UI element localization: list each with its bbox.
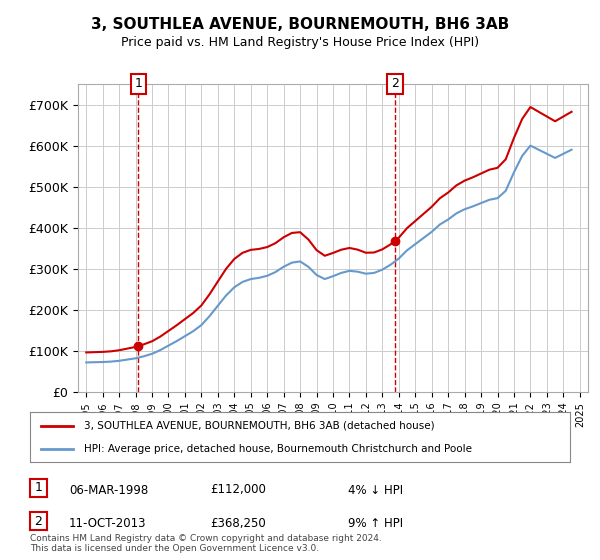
Text: 2: 2	[34, 515, 43, 528]
Text: 2: 2	[391, 77, 399, 91]
Text: £368,250: £368,250	[210, 517, 266, 530]
Text: 1: 1	[134, 77, 142, 91]
Text: Contains HM Land Registry data © Crown copyright and database right 2024.
This d: Contains HM Land Registry data © Crown c…	[30, 534, 382, 553]
Text: 9% ↑ HPI: 9% ↑ HPI	[348, 517, 403, 530]
Text: 1: 1	[34, 481, 43, 494]
Text: 06-MAR-1998: 06-MAR-1998	[69, 483, 148, 497]
Text: 3, SOUTHLEA AVENUE, BOURNEMOUTH, BH6 3AB: 3, SOUTHLEA AVENUE, BOURNEMOUTH, BH6 3AB	[91, 17, 509, 32]
Text: 4% ↓ HPI: 4% ↓ HPI	[348, 483, 403, 497]
Text: 3, SOUTHLEA AVENUE, BOURNEMOUTH, BH6 3AB (detached house): 3, SOUTHLEA AVENUE, BOURNEMOUTH, BH6 3AB…	[84, 421, 434, 431]
Text: HPI: Average price, detached house, Bournemouth Christchurch and Poole: HPI: Average price, detached house, Bour…	[84, 445, 472, 454]
Text: 11-OCT-2013: 11-OCT-2013	[69, 517, 146, 530]
Text: Price paid vs. HM Land Registry's House Price Index (HPI): Price paid vs. HM Land Registry's House …	[121, 36, 479, 49]
Text: £112,000: £112,000	[210, 483, 266, 497]
